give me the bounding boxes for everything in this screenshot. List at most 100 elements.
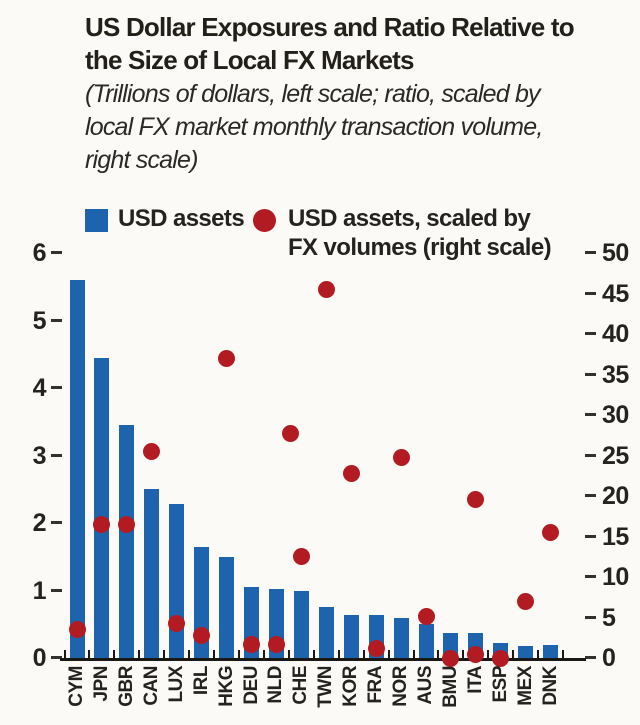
dot-NLD: [267, 635, 285, 653]
dot-NOR: [392, 448, 410, 466]
x-axis-boundary-tick: [387, 650, 390, 658]
category-label-ESP: ESP: [489, 666, 511, 703]
category-label-MEX: MEX: [514, 666, 536, 706]
right-axis-tick-label-25: 25: [602, 441, 629, 470]
right-axis-tick-mark: [585, 656, 596, 659]
right-axis-tick-mark: [585, 453, 596, 457]
right-axis-tick-mark: [585, 615, 596, 619]
x-axis-boundary-tick: [262, 650, 265, 658]
right-axis-tick-mark: [585, 494, 596, 497]
left-axis-tick-mark: [51, 318, 62, 322]
chart-subtitle-line-2: local FX market monthly transaction volu…: [85, 113, 543, 141]
x-axis-boundary-tick: [512, 650, 515, 658]
dot-HKG: [218, 349, 236, 367]
chart-subtitle-line-3: right scale): [85, 146, 198, 174]
left-axis-tick-mark: [51, 386, 62, 389]
right-axis-tick-mark: [585, 575, 596, 578]
category-label-CHE: CHE: [290, 666, 312, 705]
legend-dots-label-line-1: USD assets, scaled by: [288, 205, 531, 232]
right-axis-tick-label-45: 45: [602, 279, 629, 308]
x-axis-boundary-tick: [362, 650, 365, 658]
left-axis-tick-label-5: 5: [32, 306, 47, 335]
x-axis-boundary-tick: [188, 650, 191, 658]
dot-MEX: [517, 592, 535, 610]
left-axis-tick-label-6: 6: [32, 239, 47, 267]
category-label-CAN: CAN: [140, 666, 162, 706]
x-axis-boundary-tick: [213, 650, 216, 658]
right-axis-tick-label-10: 10: [602, 563, 629, 591]
category-label-GBR: GBR: [115, 666, 137, 707]
category-label-BMU: BMU: [439, 666, 461, 708]
category-label-NOR: NOR: [390, 666, 412, 707]
bar-AUS: [418, 624, 434, 658]
dot-CHE: [292, 548, 310, 566]
x-axis-boundary-tick: [138, 650, 141, 658]
bar-MEX: [518, 645, 534, 658]
dot-extra-0: [282, 425, 300, 443]
category-label-ITA: ITA: [464, 666, 486, 694]
right-axis-tick-label-15: 15: [602, 522, 629, 551]
bar-LUX: [169, 504, 185, 658]
x-axis-boundary-tick: [113, 650, 116, 658]
bar-NOR: [393, 617, 409, 658]
x-axis-boundary-tick: [462, 650, 465, 658]
left-axis-tick-mark: [51, 656, 62, 659]
dot-IRL: [193, 626, 211, 644]
right-axis-tick-label-40: 40: [602, 320, 629, 348]
bar-CAN: [144, 489, 160, 658]
dot-JPN: [93, 515, 111, 533]
category-label-JPN: JPN: [90, 666, 112, 702]
right-axis-tick-mark: [585, 534, 596, 538]
bar-CYM: [69, 280, 85, 658]
bar-KOR: [343, 615, 359, 658]
bar-GBR: [119, 425, 135, 658]
right-axis-tick-mark: [585, 413, 596, 416]
right-axis-tick-label-20: 20: [602, 482, 629, 510]
category-label-NLD: NLD: [265, 666, 287, 704]
right-axis-tick-label-30: 30: [602, 401, 629, 429]
category-label-LUX: LUX: [165, 666, 187, 703]
bar-TWN: [318, 607, 334, 658]
dot-ITA: [467, 490, 485, 508]
dot-LUX: [168, 615, 186, 633]
left-axis-tick-label-1: 1: [32, 576, 47, 605]
left-axis-tick-label-0: 0: [32, 644, 47, 672]
x-axis-boundary-tick: [412, 650, 415, 658]
bar-JPN: [94, 357, 110, 658]
left-axis-tick-mark: [51, 521, 62, 524]
left-axis-tick-mark: [51, 588, 62, 592]
chart-title-line-1: US Dollar Exposures and Ratio Relative t…: [85, 12, 575, 42]
category-label-DEU: DEU: [240, 666, 262, 705]
left-axis-tick-mark: [51, 453, 62, 457]
dot-DNK: [542, 523, 560, 541]
category-label-FRA: FRA: [365, 666, 387, 704]
x-axis-boundary-tick: [437, 650, 440, 658]
right-axis-tick-mark: [585, 251, 596, 254]
right-axis-tick-mark: [585, 291, 596, 295]
left-axis-tick-label-4: 4: [32, 374, 47, 402]
x-axis-boundary-tick: [163, 650, 166, 658]
x-axis-boundary-tick: [337, 650, 340, 658]
x-axis-boundary-tick: [562, 650, 565, 658]
right-axis-tick-label-35: 35: [602, 360, 629, 389]
bar-HKG: [219, 556, 235, 658]
x-axis-boundary-tick: [238, 650, 241, 658]
x-axis-line: [60, 658, 586, 661]
chart-subtitle-line-1: (Trillions of dollars, left scale; ratio…: [85, 80, 541, 108]
category-label-HKG: HKG: [215, 666, 237, 707]
dot-ESP: [492, 649, 510, 667]
right-axis-tick-mark: [585, 372, 596, 376]
x-axis-boundary-tick: [312, 650, 315, 658]
x-axis-boundary-tick: [63, 650, 66, 658]
dot-CYM: [68, 621, 86, 639]
category-label-AUS: AUS: [415, 666, 437, 705]
x-axis-boundary-tick: [487, 650, 490, 658]
category-label-IRL: IRL: [190, 666, 212, 696]
bar-CHE: [293, 590, 309, 658]
left-axis-tick-label-2: 2: [32, 509, 47, 537]
category-label-KOR: KOR: [340, 666, 362, 707]
x-axis-boundary-tick: [287, 650, 290, 658]
x-axis-boundary-tick: [88, 650, 91, 658]
dot-TWN: [317, 280, 335, 298]
